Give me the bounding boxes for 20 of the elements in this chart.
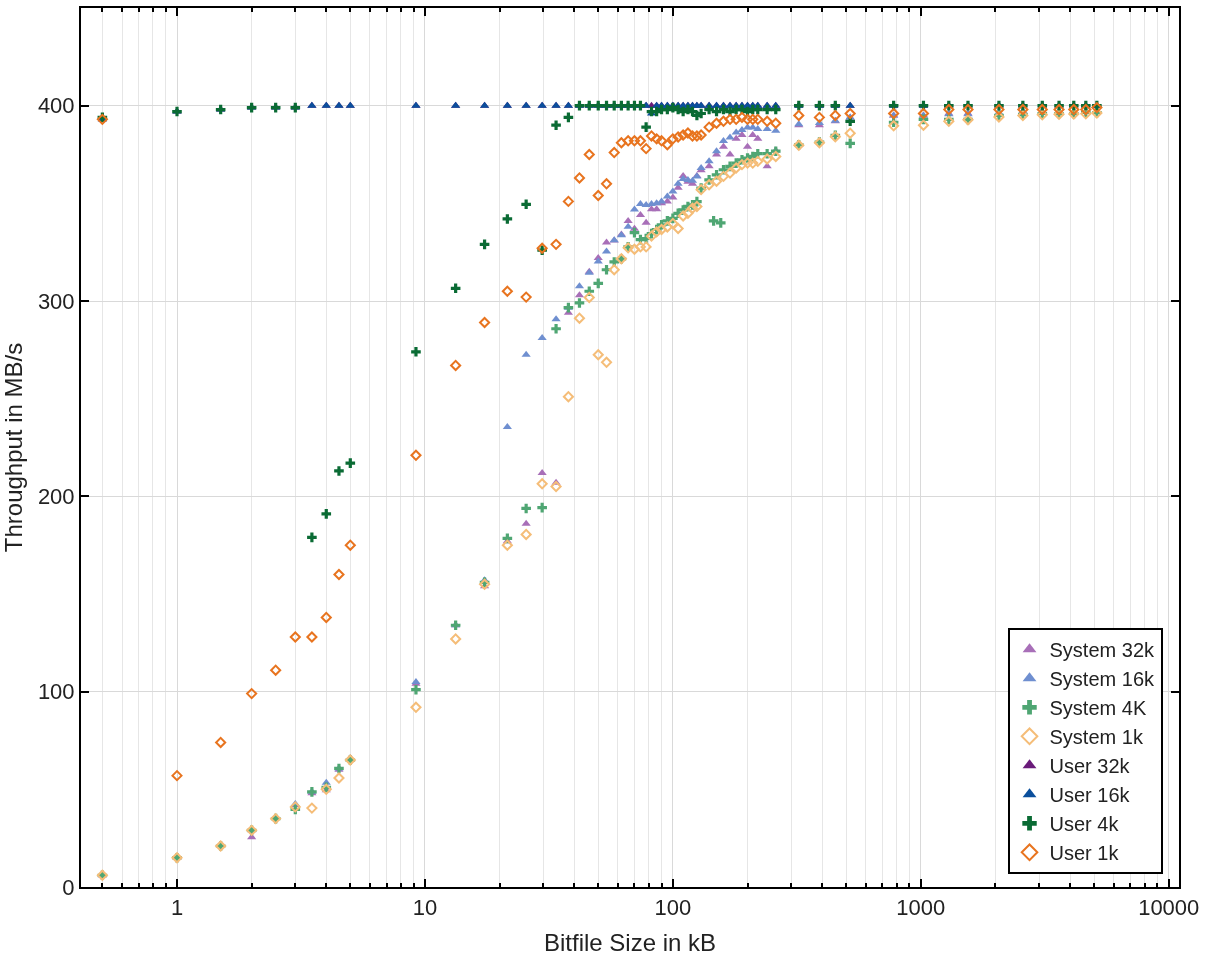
y-tick-label: 0 (62, 874, 75, 900)
x-axis-title: Bitfile Size in kB (543, 929, 717, 957)
y-tick-label: 200 (37, 484, 75, 510)
legend-label: System 32k (1049, 639, 1156, 662)
y-axis-title: Throughput in MB/s (0, 342, 27, 553)
legend-label: User 4k (1049, 813, 1120, 836)
legend-label: User 1k (1049, 842, 1120, 865)
y-tick-label: 400 (37, 93, 75, 119)
legend-label: System 4K (1049, 697, 1147, 720)
x-tick-label: 100 (654, 895, 692, 921)
y-tick-label: 100 (37, 679, 75, 705)
y-tick-label: 300 (37, 288, 75, 314)
x-tick-label: 1 (170, 895, 184, 921)
x-tick-label: 10000 (1138, 895, 1200, 921)
x-tick-label: 10 (412, 895, 438, 921)
legend-label: User 32k (1049, 755, 1131, 778)
legend-label: User 16k (1049, 784, 1131, 807)
x-tick-label: 1000 (896, 895, 946, 921)
legend-label: System 16k (1049, 668, 1156, 691)
legend-label: System 1k (1049, 726, 1144, 749)
